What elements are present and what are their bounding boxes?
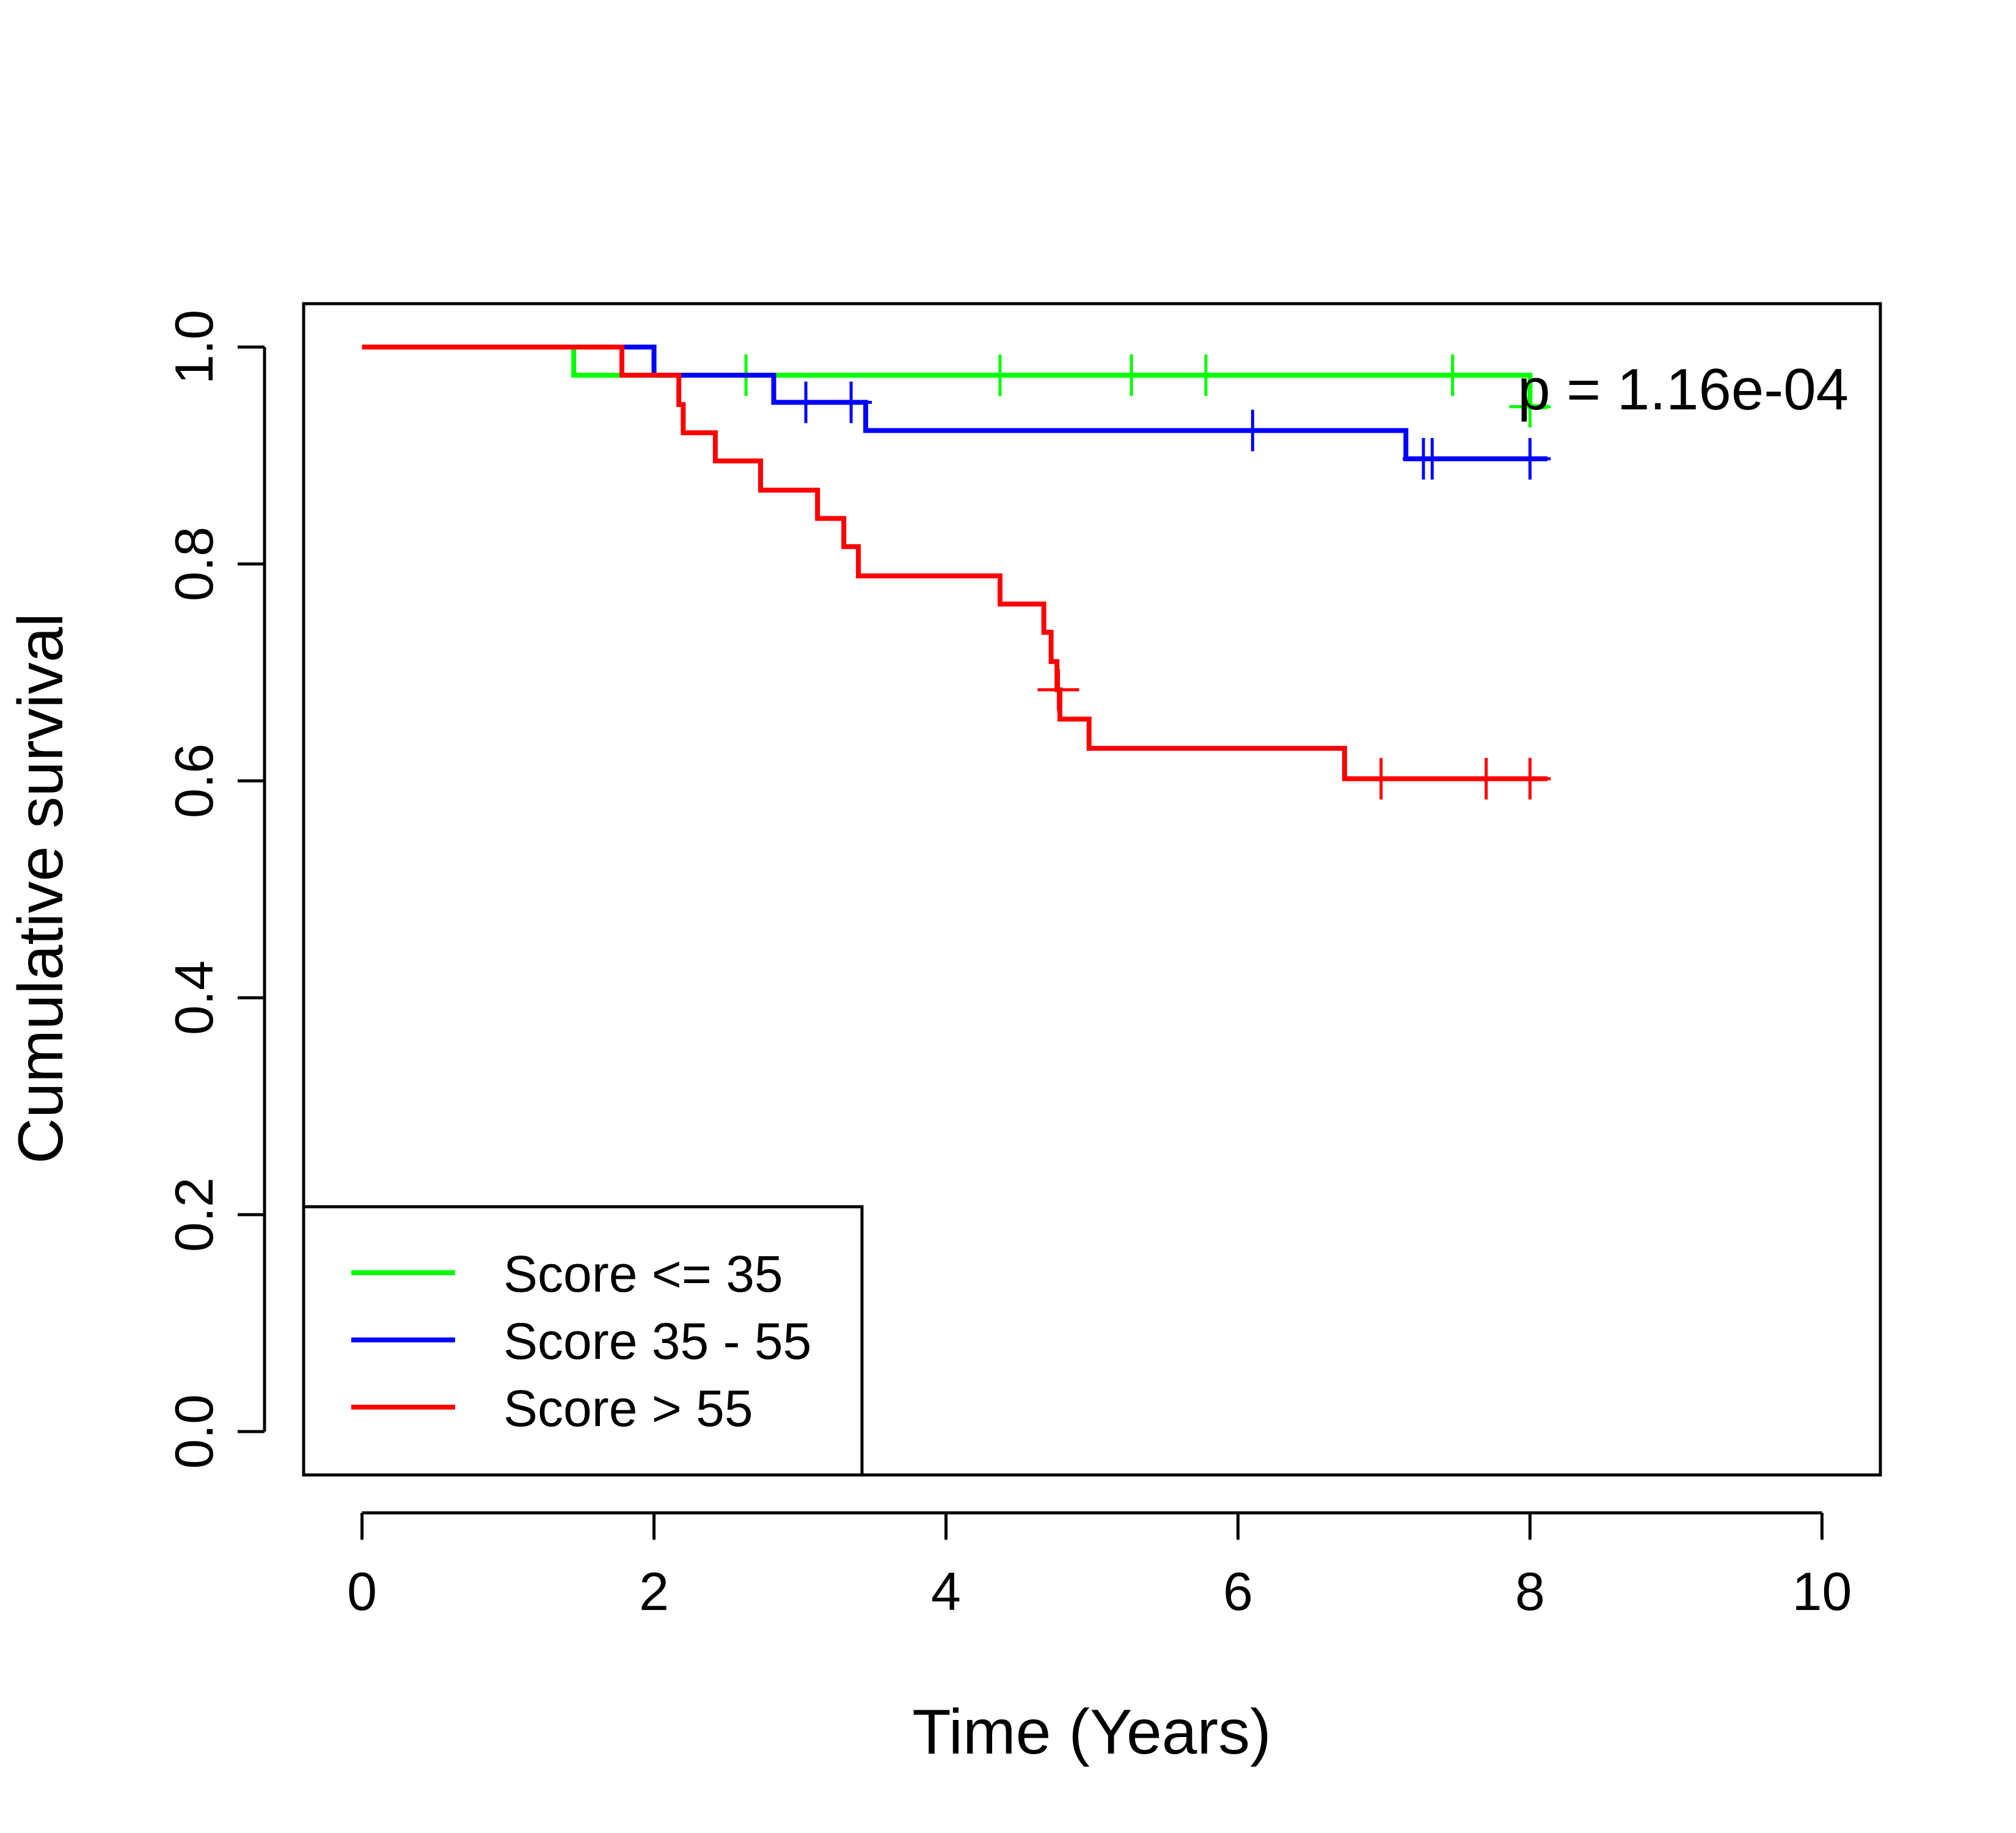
legend-label: Score 35 - 55	[503, 1312, 811, 1370]
series-group	[362, 345, 1551, 800]
x-tick-label: 0	[347, 1561, 377, 1622]
series-group	[362, 345, 1551, 480]
censor-mark	[1185, 354, 1227, 397]
legend-entries: Score <= 35 Score 35 - 55 Score > 55	[351, 1245, 811, 1437]
censor-mark	[1465, 758, 1507, 800]
y-tick-label: 1.0	[164, 310, 224, 384]
x-axis: 0 2 4 6 8 10	[347, 1511, 1852, 1622]
censor-mark	[1360, 758, 1402, 800]
y-tick-label: 0.0	[164, 1394, 224, 1469]
censor-mark	[1232, 409, 1274, 452]
y-axis-label: Cumulative survival	[5, 613, 76, 1164]
x-tick-label: 8	[1515, 1561, 1545, 1622]
censor-mark	[1037, 668, 1079, 711]
y-axis: 0.0 0.2 0.4 0.6 0.8 1.0	[164, 310, 266, 1469]
censor-mark	[979, 354, 1021, 397]
y-tick-label: 0.6	[164, 744, 224, 818]
censor-mark	[1411, 437, 1453, 480]
censor-mark	[1509, 758, 1551, 800]
legend: Score <= 35 Score 35 - 55 Score > 55	[302, 1205, 864, 1477]
x-axis-label: Time (Years)	[912, 1697, 1271, 1768]
survival-curve	[362, 345, 1548, 781]
y-tick-label: 0.2	[164, 1177, 224, 1252]
x-tick-label: 6	[1223, 1561, 1253, 1622]
y-tick-label: 0.4	[164, 960, 224, 1035]
x-tick-label: 2	[639, 1561, 669, 1622]
y-tick-label: 0.8	[164, 527, 224, 601]
series-layer	[362, 345, 1551, 800]
censor-mark	[1431, 354, 1474, 397]
censor-mark	[1509, 437, 1551, 480]
censor-mark	[830, 381, 872, 423]
legend-label: Score <= 35	[503, 1245, 783, 1303]
censor-mark	[785, 381, 827, 423]
plot-frame	[302, 302, 1882, 1477]
censor-mark	[1509, 386, 1551, 428]
censor-mark	[1111, 354, 1153, 397]
x-tick-label: 10	[1792, 1561, 1852, 1622]
x-tick-label: 4	[931, 1561, 961, 1622]
legend-label: Score > 55	[503, 1380, 753, 1437]
p-value-annotation: p = 1.16e-04	[1517, 357, 1849, 422]
